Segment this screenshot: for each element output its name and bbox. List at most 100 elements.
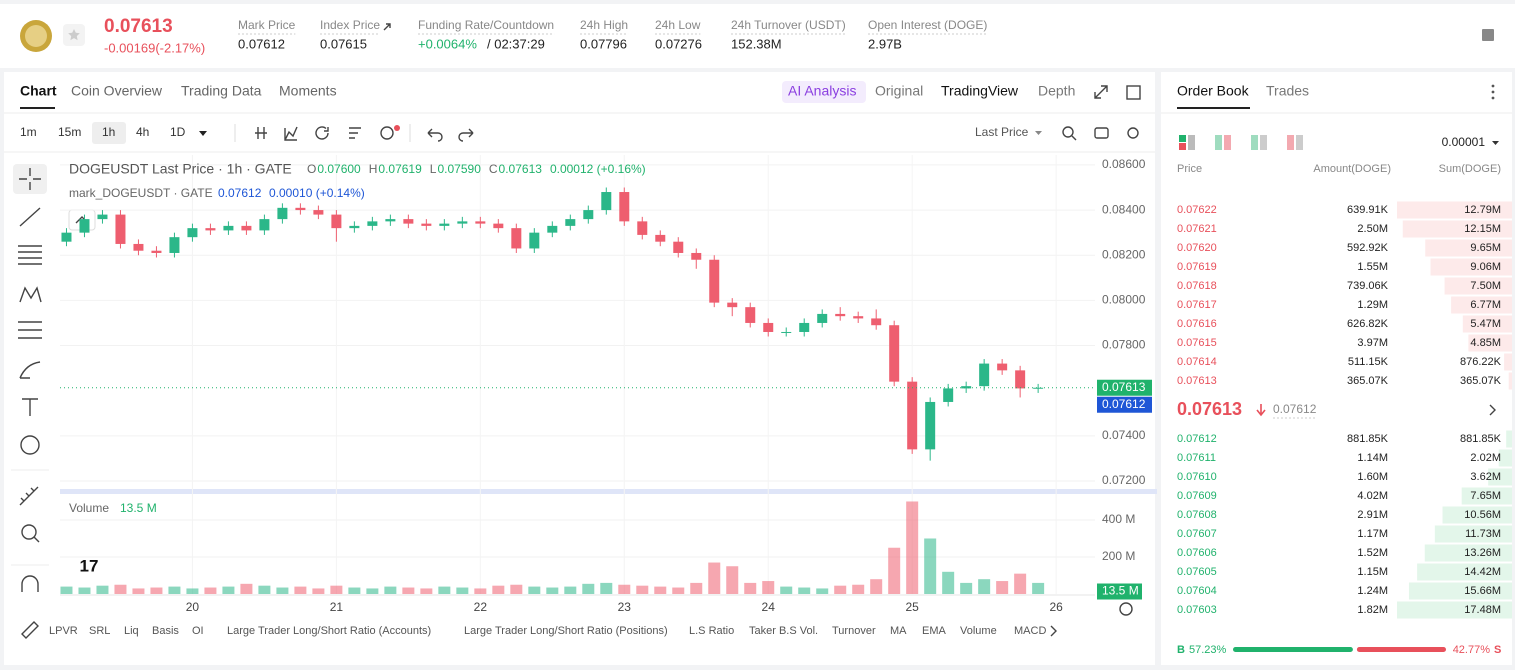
search-icon[interactable]	[1062, 126, 1074, 138]
template-icon[interactable]	[349, 127, 361, 139]
toolbar-icons	[255, 126, 1139, 142]
mid-price: 0.07613	[1177, 399, 1242, 419]
view-tab[interactable]: Original	[875, 83, 923, 99]
text-tool[interactable]	[22, 398, 38, 416]
stat-label: Open Interest (DOGE)	[868, 18, 987, 32]
volume-bar	[150, 587, 163, 594]
indicator-icon[interactable]	[284, 126, 298, 141]
book-amount: 511.15K	[1348, 356, 1389, 368]
column-header: Price	[1177, 163, 1202, 175]
book-amount: 1.17M	[1357, 528, 1388, 540]
indicator[interactable]: LPVR	[49, 625, 78, 637]
depth-bar	[1451, 296, 1512, 314]
book-sum: 876.22K	[1460, 356, 1502, 368]
book-sum: 17.48M	[1464, 604, 1501, 616]
fib-tool[interactable]	[18, 321, 42, 339]
indicator[interactable]: Taker B.S Vol.	[749, 625, 818, 637]
axis-settings[interactable]	[1119, 602, 1133, 616]
book-amount: 1.82M	[1357, 604, 1388, 616]
camera-icon[interactable]	[1094, 127, 1109, 139]
line-tool[interactable]	[19, 207, 41, 227]
caret[interactable]	[1035, 131, 1042, 135]
brush-tool[interactable]	[19, 361, 41, 379]
volume-bar	[618, 584, 631, 594]
crosshair-tool[interactable]	[19, 168, 41, 190]
interval[interactable]: 1m	[20, 125, 37, 139]
depth-bar	[1508, 372, 1512, 390]
x-tick-label: 24	[762, 600, 776, 614]
volume-bar	[132, 588, 145, 594]
volume-bar	[762, 581, 775, 594]
ruler-tool[interactable]	[19, 486, 39, 506]
interval[interactable]: 15m	[58, 125, 81, 139]
indicator[interactable]: Liq	[124, 625, 139, 637]
indicator[interactable]: MACD	[1014, 625, 1046, 637]
star-icon	[68, 29, 80, 41]
candle-body	[907, 381, 918, 450]
tab[interactable]: Coin Overview	[71, 83, 163, 99]
book-amount: 365.07K	[1347, 375, 1389, 387]
indicator[interactable]: Basis	[152, 625, 179, 637]
layout-icons[interactable]	[1179, 135, 1303, 150]
expand-icon[interactable]	[1094, 85, 1108, 99]
window-icon[interactable]	[1126, 85, 1141, 100]
add-icon[interactable]	[380, 126, 394, 140]
orderbook-tab[interactable]: Order Book	[1177, 83, 1250, 99]
interval[interactable]: 1h	[102, 125, 115, 139]
y-tick-label: 0.07400	[1102, 428, 1146, 442]
candle-body	[835, 313, 846, 317]
view-tab[interactable]: Depth	[1038, 83, 1075, 99]
replay-icon[interactable]	[315, 126, 329, 140]
interval[interactable]: 1D	[170, 125, 186, 139]
indicator[interactable]: OI	[192, 625, 204, 637]
settings-icon[interactable]	[1482, 29, 1494, 41]
indicator[interactable]: MA	[890, 625, 907, 637]
tool-active[interactable]	[13, 164, 47, 194]
view-tab[interactable]: AI Analysis	[788, 83, 856, 99]
volume-bar	[168, 586, 181, 594]
indicator[interactable]: Large Trader Long/Short Ratio (Accounts)	[227, 625, 431, 637]
price-type[interactable]: Last Price	[975, 125, 1029, 139]
undo-icon[interactable]	[427, 128, 443, 142]
chevron-right[interactable]	[1489, 404, 1496, 416]
menu-dots[interactable]	[1491, 84, 1495, 100]
y-tick-label: 0.08600	[1102, 157, 1146, 171]
caret[interactable]	[1492, 141, 1499, 145]
zoom-tool[interactable]	[21, 524, 37, 540]
indicator[interactable]: L.S Ratio	[689, 625, 734, 637]
view-tab[interactable]: TradingView	[941, 83, 1019, 99]
scroll-right[interactable]	[1050, 625, 1057, 637]
precision[interactable]: 0.00001	[1442, 135, 1486, 149]
interval[interactable]: 4h	[136, 125, 149, 139]
book-amount: 639.91K	[1347, 204, 1389, 216]
eraser-tool[interactable]	[21, 621, 39, 639]
indicator[interactable]: EMA	[922, 625, 947, 637]
mark-price-label: 0.07612	[1102, 397, 1146, 411]
indicator[interactable]: SRL	[89, 625, 110, 637]
book-price: 0.07611	[1177, 452, 1216, 464]
pattern-tool[interactable]	[19, 286, 42, 303]
candle-body	[853, 316, 864, 319]
tab[interactable]: Trading Data	[181, 83, 262, 99]
volume-bar	[672, 587, 685, 594]
book-amount: 1.24M	[1357, 585, 1388, 597]
tab[interactable]: Moments	[279, 83, 337, 99]
redo-icon[interactable]	[458, 128, 474, 142]
indicator[interactable]: Volume	[960, 625, 997, 637]
emoji-tool[interactable]	[20, 435, 40, 455]
caret[interactable]	[199, 131, 207, 136]
volume-bar	[60, 586, 73, 594]
analysis-pill[interactable]	[782, 81, 866, 103]
magnet-tool[interactable]	[21, 575, 39, 592]
volume-bar	[474, 588, 487, 594]
gear-icon[interactable]	[1127, 127, 1139, 139]
channel-tool[interactable]	[18, 245, 42, 265]
candle-icon[interactable]	[255, 127, 267, 139]
tab[interactable]: Chart	[20, 83, 57, 99]
candle-body	[979, 363, 990, 387]
volume-bar	[636, 585, 649, 594]
buy-tag: B	[1177, 644, 1185, 656]
orderbook-tab[interactable]: Trades	[1266, 83, 1309, 99]
indicator[interactable]: Large Trader Long/Short Ratio (Positions…	[464, 625, 668, 637]
indicator[interactable]: Turnover	[832, 625, 876, 637]
